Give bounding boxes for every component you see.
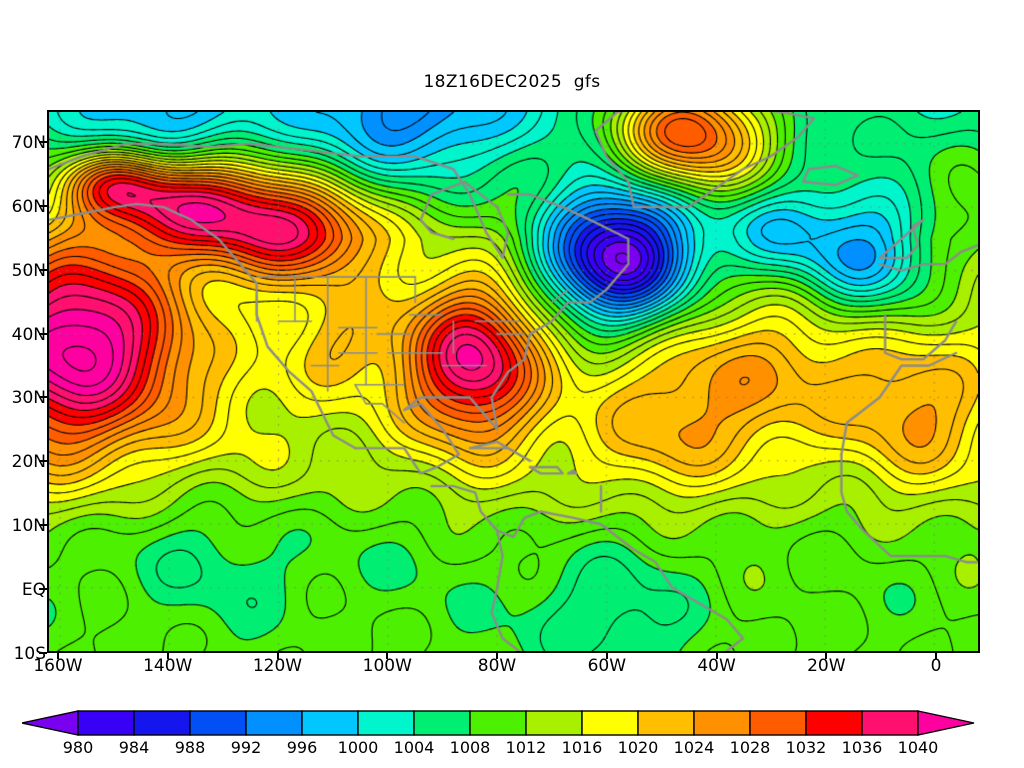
- colorbar-band: [133, 710, 191, 736]
- lon-tick-label-120w: 120W: [252, 656, 303, 676]
- colorbar-band: [581, 710, 639, 736]
- colorbar-band: [693, 710, 751, 736]
- colorbar-label-1020: 1020: [617, 738, 659, 757]
- lon-tick-label-20w: 20W: [807, 656, 846, 676]
- mslp-contour-canvas: [49, 112, 978, 651]
- lon-tick-label-160w: 160W: [33, 656, 83, 676]
- lon-tick-mark: [386, 651, 389, 659]
- colorbar-band: [637, 710, 695, 736]
- lat-tick-label-10n: 10N: [11, 516, 46, 537]
- lat-tick-label-20n: 20N: [11, 452, 46, 473]
- colorbar-band: [77, 710, 135, 736]
- lon-tick-label-140w: 140W: [143, 656, 193, 676]
- lat-tick-label-70n: 70N: [11, 132, 46, 153]
- colorbar-label-988: 988: [174, 738, 206, 757]
- title-line-model: 18Z16DEC2025 gfs: [423, 72, 601, 92]
- colorbar-label-1032: 1032: [785, 738, 827, 757]
- lat-tick-mark: [39, 396, 47, 399]
- colorbar-band: [469, 710, 527, 736]
- colorbar-label-980: 980: [62, 738, 94, 757]
- lon-tick-mark: [935, 651, 938, 659]
- colorbar-band: [413, 710, 471, 736]
- colorbar-label-1016: 1016: [561, 738, 603, 757]
- colorbar-label-1028: 1028: [729, 738, 771, 757]
- colorbar-band: [805, 710, 863, 736]
- colorbar-label-1000: 1000: [337, 738, 379, 757]
- colorbar-label-1024: 1024: [673, 738, 715, 757]
- colorbar-label-1012: 1012: [505, 738, 547, 757]
- lon-tick-label-60w: 60W: [587, 656, 627, 676]
- lon-tick-mark: [56, 651, 59, 659]
- lat-tick-mark: [39, 460, 47, 463]
- colorbar-swatches: [22, 710, 975, 736]
- lon-tick-label-0: 0: [930, 656, 942, 676]
- lat-tick-label-eq: EQ: [21, 580, 46, 601]
- lat-tick-label-50n: 50N: [11, 260, 46, 281]
- lat-tick-mark: [39, 588, 47, 591]
- colorbar-band: [301, 710, 359, 736]
- colorbar-band: [357, 710, 415, 736]
- lon-tick-label-80w: 80W: [477, 656, 517, 676]
- map-plot-area: [47, 110, 980, 653]
- lat-tick-mark: [39, 204, 47, 207]
- lon-tick-mark: [166, 651, 169, 659]
- lon-tick-label-100w: 100W: [362, 656, 412, 676]
- lon-tick-mark: [715, 651, 718, 659]
- lat-tick-mark: [39, 268, 47, 271]
- lon-tick-label-40w: 40W: [697, 656, 736, 676]
- lat-tick-label-30n: 30N: [11, 388, 46, 409]
- lat-tick-label-10s: 10S: [13, 644, 46, 664]
- lon-tick-mark: [825, 651, 828, 659]
- colorbar-label-984: 984: [118, 738, 150, 757]
- colorbar-band: [189, 710, 247, 736]
- colorbar-extend-min: [22, 710, 79, 736]
- colorbar-band: [749, 710, 807, 736]
- lon-tick-mark: [496, 651, 499, 659]
- lon-tick-mark: [276, 651, 279, 659]
- lat-tick-mark: [39, 332, 47, 335]
- lat-tick-mark: [39, 524, 47, 527]
- lat-tick-label-40n: 40N: [11, 324, 46, 345]
- colorbar: [22, 710, 1004, 736]
- colorbar-label-1040: 1040: [897, 738, 939, 757]
- colorbar-extend-max: [917, 710, 975, 736]
- lat-tick-mark: [39, 652, 47, 654]
- colorbar-label-1008: 1008: [449, 738, 491, 757]
- lat-tick-label-60n: 60N: [11, 196, 46, 217]
- colorbar-band: [245, 710, 303, 736]
- colorbar-label-1036: 1036: [841, 738, 883, 757]
- colorbar-label-992: 992: [230, 738, 262, 757]
- colorbar-label-996: 996: [286, 738, 318, 757]
- lat-tick-mark: [39, 140, 47, 143]
- colorbar-band: [525, 710, 583, 736]
- colorbar-band: [861, 710, 919, 736]
- lon-tick-mark: [605, 651, 608, 659]
- colorbar-label-1004: 1004: [393, 738, 435, 757]
